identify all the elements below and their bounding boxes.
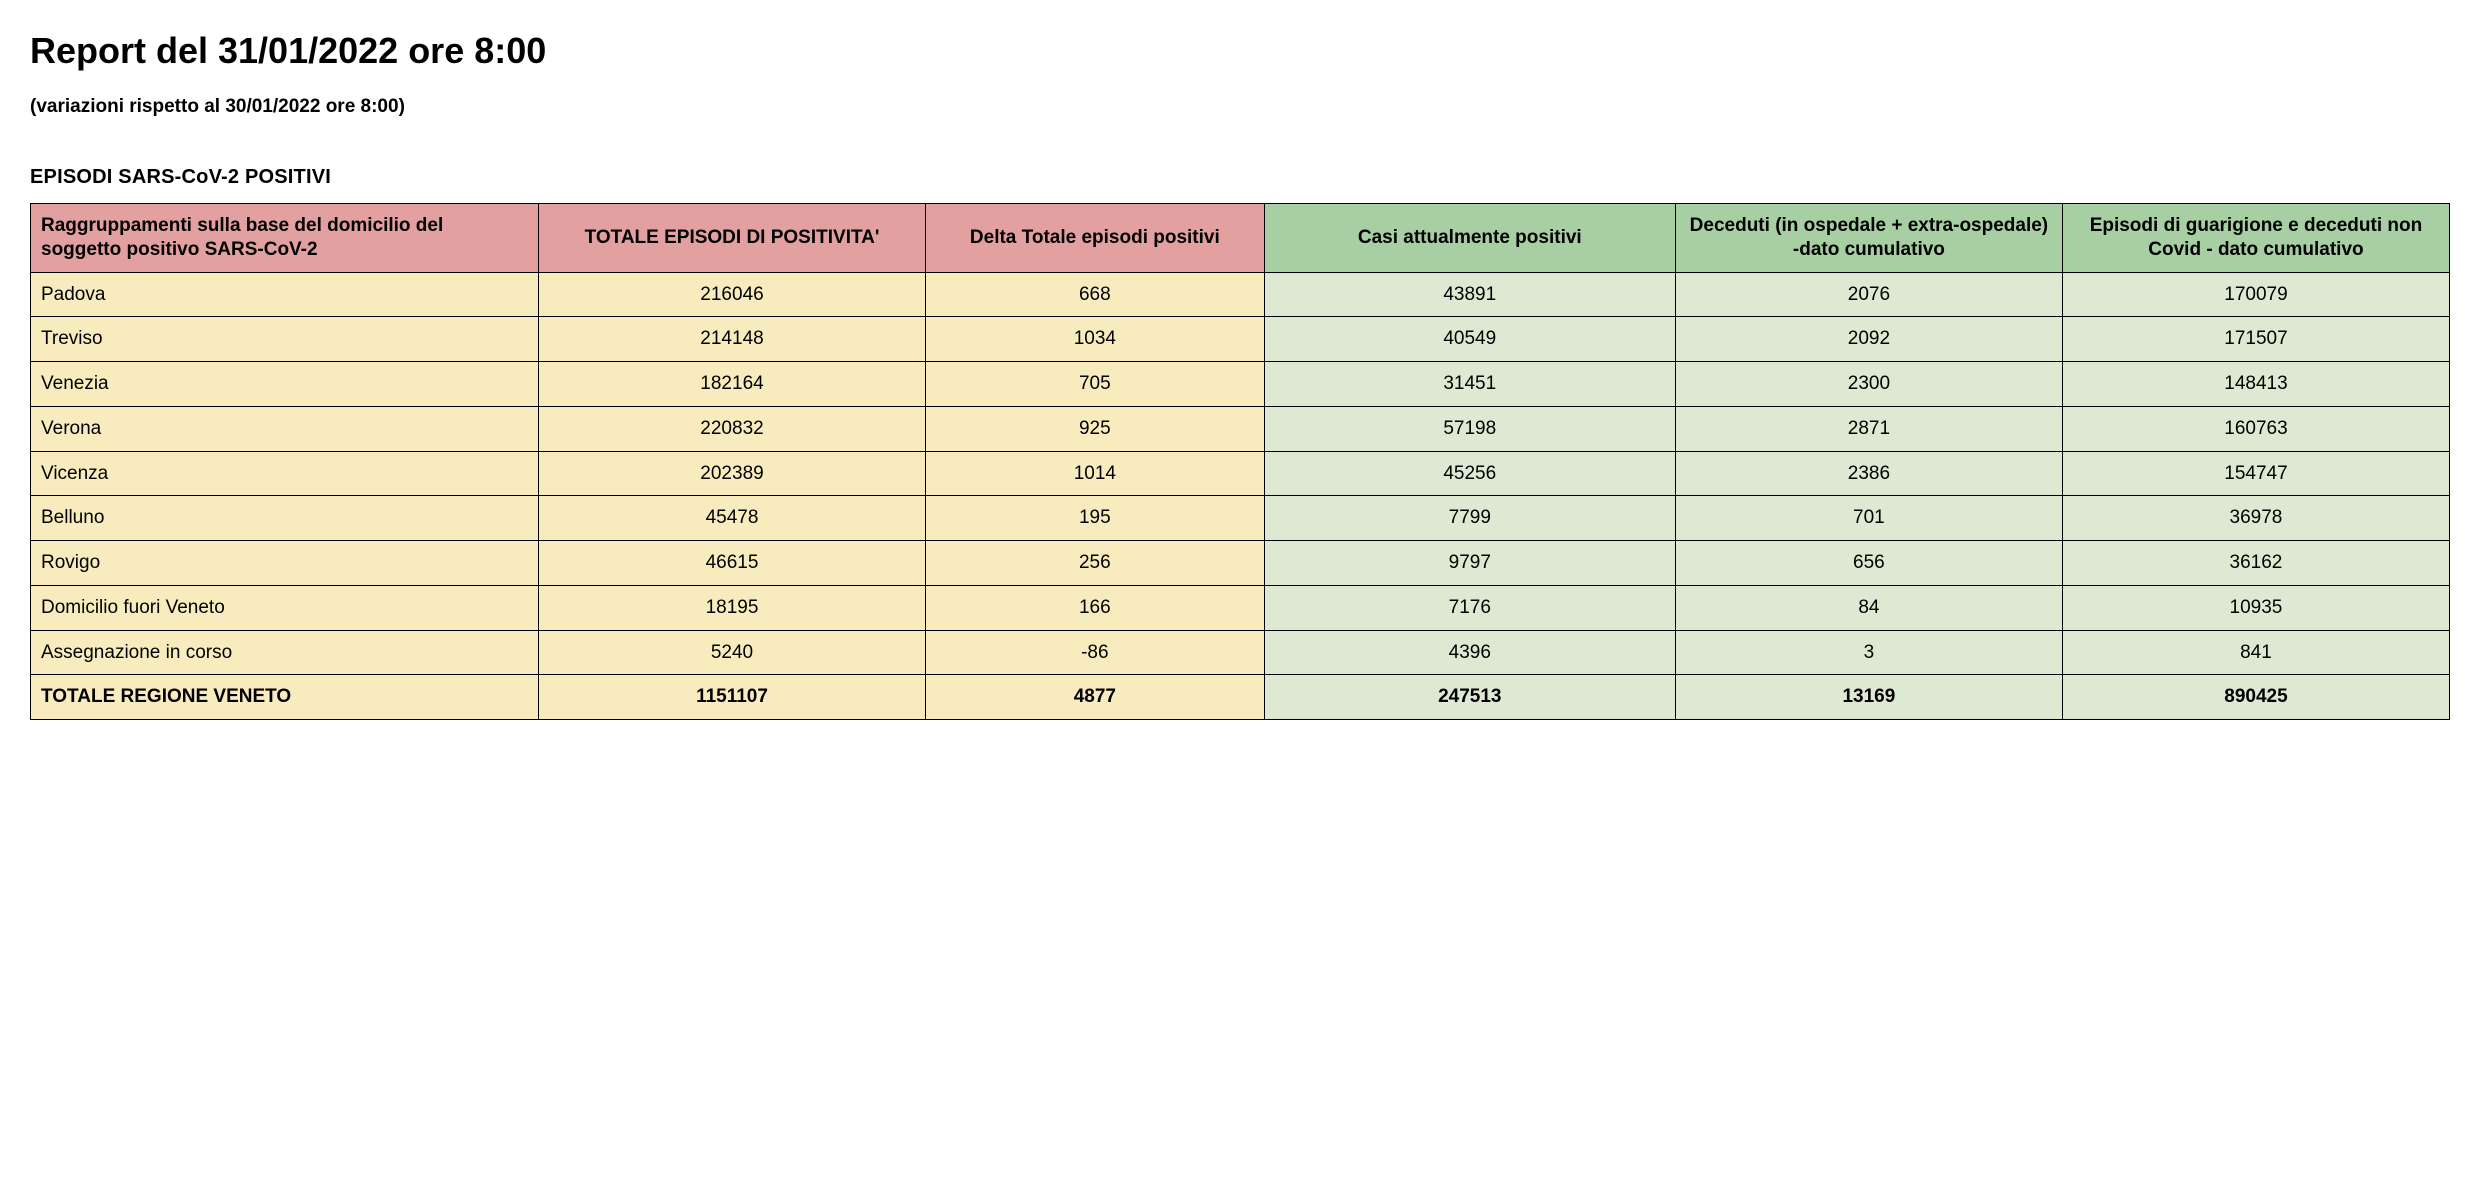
table-total-row: TOTALE REGIONE VENETO1151107487724751313… <box>31 675 2450 720</box>
row-value: 46615 <box>538 541 925 586</box>
col-header-delta: Delta Totale episodi positivi <box>926 204 1265 273</box>
row-value: 841 <box>2062 630 2449 675</box>
row-value: 220832 <box>538 406 925 451</box>
row-value: 43891 <box>1264 272 1675 317</box>
row-label: TOTALE REGIONE VENETO <box>31 675 539 720</box>
row-value: 2300 <box>1675 362 2062 407</box>
row-value: 9797 <box>1264 541 1675 586</box>
table-body: Padova216046668438912076170079Treviso214… <box>31 272 2450 720</box>
row-label: Venezia <box>31 362 539 407</box>
row-value: 1014 <box>926 451 1265 496</box>
row-value: 705 <box>926 362 1265 407</box>
row-label: Padova <box>31 272 539 317</box>
row-label: Rovigo <box>31 541 539 586</box>
row-value: 166 <box>926 585 1265 630</box>
row-value: -86 <box>926 630 1265 675</box>
row-value: 195 <box>926 496 1265 541</box>
table-row: Assegnazione in corso5240-8643963841 <box>31 630 2450 675</box>
col-header-grouping: Raggruppamenti sulla base del domicilio … <box>31 204 539 273</box>
row-value: 5240 <box>538 630 925 675</box>
row-value: 148413 <box>2062 362 2449 407</box>
row-value: 2092 <box>1675 317 2062 362</box>
table-row: Domicilio fuori Veneto181951667176841093… <box>31 585 2450 630</box>
row-value: 214148 <box>538 317 925 362</box>
table-header-row: Raggruppamenti sulla base del domicilio … <box>31 204 2450 273</box>
row-value: 2076 <box>1675 272 2062 317</box>
row-value: 656 <box>1675 541 2062 586</box>
row-value: 7799 <box>1264 496 1675 541</box>
row-label: Domicilio fuori Veneto <box>31 585 539 630</box>
row-value: 40549 <box>1264 317 1675 362</box>
row-value: 216046 <box>538 272 925 317</box>
table-row: Vicenza2023891014452562386154747 <box>31 451 2450 496</box>
row-value: 18195 <box>538 585 925 630</box>
row-value: 57198 <box>1264 406 1675 451</box>
row-value: 36162 <box>2062 541 2449 586</box>
page-title: Report del 31/01/2022 ore 8:00 <box>30 30 2450 72</box>
row-value: 1034 <box>926 317 1265 362</box>
row-value: 154747 <box>2062 451 2449 496</box>
row-value: 925 <box>926 406 1265 451</box>
row-value: 171507 <box>2062 317 2449 362</box>
row-value: 890425 <box>2062 675 2449 720</box>
table-row: Belluno45478195779970136978 <box>31 496 2450 541</box>
row-label: Belluno <box>31 496 539 541</box>
row-value: 10935 <box>2062 585 2449 630</box>
row-value: 45256 <box>1264 451 1675 496</box>
row-label: Treviso <box>31 317 539 362</box>
row-label: Vicenza <box>31 451 539 496</box>
row-value: 7176 <box>1264 585 1675 630</box>
row-value: 13169 <box>1675 675 2062 720</box>
row-value: 170079 <box>2062 272 2449 317</box>
table-row: Padova216046668438912076170079 <box>31 272 2450 317</box>
subtitle: (variazioni rispetto al 30/01/2022 ore 8… <box>30 96 2450 118</box>
row-value: 1151107 <box>538 675 925 720</box>
row-value: 701 <box>1675 496 2062 541</box>
positives-table: Raggruppamenti sulla base del domicilio … <box>30 203 2450 720</box>
table-row: Treviso2141481034405492092171507 <box>31 317 2450 362</box>
col-header-deceased: Deceduti (in ospedale + extra-ospedale) … <box>1675 204 2062 273</box>
section-title: EPISODI SARS-CoV-2 POSITIVI <box>30 166 2450 189</box>
row-value: 247513 <box>1264 675 1675 720</box>
row-value: 2871 <box>1675 406 2062 451</box>
row-value: 182164 <box>538 362 925 407</box>
row-value: 160763 <box>2062 406 2449 451</box>
table-row: Rovigo46615256979765636162 <box>31 541 2450 586</box>
row-value: 2386 <box>1675 451 2062 496</box>
row-value: 3 <box>1675 630 2062 675</box>
row-label: Verona <box>31 406 539 451</box>
row-label: Assegnazione in corso <box>31 630 539 675</box>
col-header-total-episodes: TOTALE EPISODI DI POSITIVITA' <box>538 204 925 273</box>
col-header-current-positive: Casi attualmente positivi <box>1264 204 1675 273</box>
col-header-recovered: Episodi di guarigione e deceduti non Cov… <box>2062 204 2449 273</box>
row-value: 668 <box>926 272 1265 317</box>
row-value: 4396 <box>1264 630 1675 675</box>
table-row: Venezia182164705314512300148413 <box>31 362 2450 407</box>
row-value: 202389 <box>538 451 925 496</box>
row-value: 45478 <box>538 496 925 541</box>
row-value: 4877 <box>926 675 1265 720</box>
row-value: 84 <box>1675 585 2062 630</box>
row-value: 256 <box>926 541 1265 586</box>
row-value: 36978 <box>2062 496 2449 541</box>
row-value: 31451 <box>1264 362 1675 407</box>
table-row: Verona220832925571982871160763 <box>31 406 2450 451</box>
